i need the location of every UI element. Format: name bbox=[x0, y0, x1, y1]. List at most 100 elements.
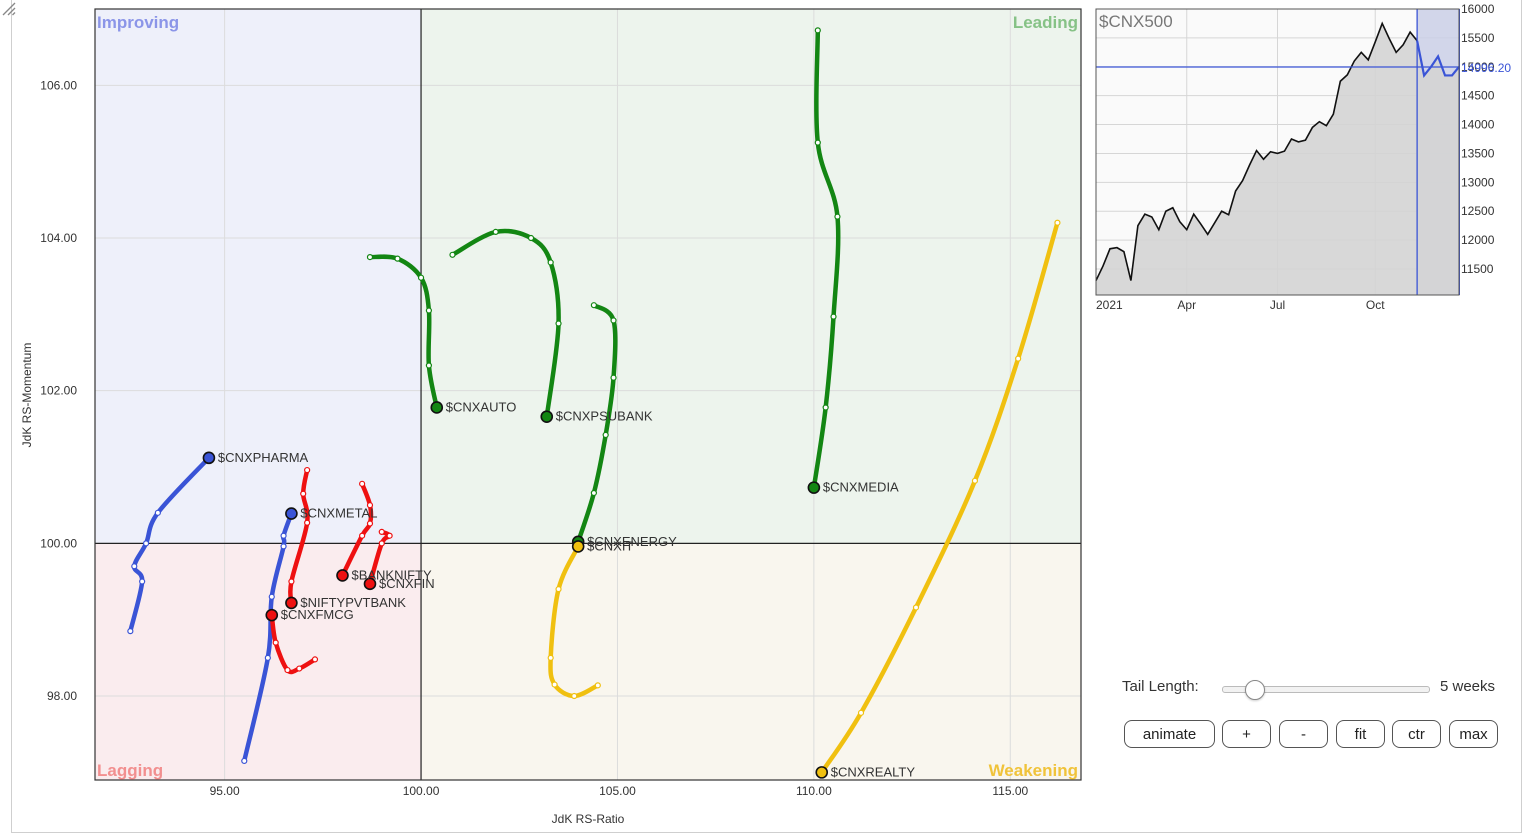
head-marker-niftypvtbank[interactable] bbox=[285, 596, 298, 610]
quadrant-label-improving: Improving bbox=[97, 13, 179, 32]
plot-border bbox=[94, 8, 1082, 781]
series-label-cnxrealty: $CNXREALTY bbox=[831, 764, 916, 779]
tail-point-cnxpsubank bbox=[492, 228, 499, 236]
tail-point-cnxmetal bbox=[280, 532, 287, 539]
mini-y-tick-label: 11500 bbox=[1461, 262, 1494, 276]
mini-y-tick-label: 12000 bbox=[1461, 233, 1495, 247]
tail-point-cnxpharma bbox=[142, 540, 150, 547]
series-label-cnxfin: $CNXFIN bbox=[379, 576, 435, 591]
tail-point-cnxfin bbox=[378, 540, 385, 547]
x-tick-label: 100.00 bbox=[403, 784, 440, 798]
tail-cnxmedia bbox=[811, 28, 841, 490]
tail-point-cnxfmcg bbox=[284, 666, 291, 674]
tail-point-cnxpharma bbox=[139, 578, 146, 585]
head-marker-cnxit[interactable] bbox=[571, 540, 585, 553]
y-tick-label: 102.00 bbox=[40, 384, 77, 398]
tail-point-cnxmedia bbox=[834, 213, 841, 220]
center-button[interactable]: ctr bbox=[1392, 720, 1441, 748]
series-label-cnxmetal: $CNXMETAL bbox=[300, 506, 377, 521]
mini-y-tick-label: 13000 bbox=[1461, 175, 1495, 189]
resize-grip-icon[interactable] bbox=[0, 0, 16, 16]
tail-length-slider-thumb[interactable] bbox=[1244, 680, 1265, 700]
tail-point-cnxenergy bbox=[590, 489, 597, 497]
tail-point-cnxenergy bbox=[590, 302, 597, 309]
head-marker-cnxfin[interactable] bbox=[363, 577, 377, 591]
y-tick-label: 104.00 bbox=[40, 231, 77, 245]
zoom-out-button[interactable]: - bbox=[1279, 720, 1328, 748]
tail-point-cnxit bbox=[571, 692, 578, 700]
tail-point-cnxmedia bbox=[822, 404, 829, 411]
series-label-cnxit: $CNXIT bbox=[587, 538, 633, 553]
tail-point-cnxenergy bbox=[610, 317, 617, 324]
mini-x-tick-label: Oct bbox=[1366, 298, 1385, 312]
tail-point-niftypvtbank bbox=[288, 578, 295, 585]
mini-y-tick-label: 15500 bbox=[1461, 31, 1495, 45]
tail-length-value: 5 weeks bbox=[1440, 678, 1496, 695]
tail-length-slider[interactable] bbox=[1222, 680, 1430, 700]
mini-chart-border bbox=[1095, 8, 1460, 296]
tail-point-cnxpharma bbox=[127, 628, 134, 635]
animate-button[interactable]: animate bbox=[1124, 720, 1215, 748]
tail-point-cnxmedia bbox=[830, 313, 837, 320]
mini-y-tick-label: 14500 bbox=[1461, 89, 1495, 103]
y-tick-label: 106.00 bbox=[40, 78, 77, 92]
mini-y-tick-label: 12500 bbox=[1461, 204, 1495, 218]
zoom-in-button[interactable]: + bbox=[1222, 720, 1271, 748]
tail-point-cnxrealty bbox=[912, 604, 920, 611]
mini-y-tick-label: 13500 bbox=[1461, 146, 1495, 160]
tail-point-cnxenergy bbox=[602, 431, 609, 439]
mini-chart-title: $CNX500 bbox=[1099, 12, 1173, 31]
series-label-niftypvtbank: $NIFTYPVTBANK bbox=[300, 595, 406, 610]
tail-point-banknifty bbox=[359, 480, 366, 487]
x-axis-label: JdK RS-Ratio bbox=[552, 812, 625, 826]
head-marker-cnxmedia[interactable] bbox=[807, 481, 821, 494]
tail-point-cnxrealty bbox=[857, 709, 865, 716]
mini-x-tick-label: 2021 bbox=[1096, 298, 1123, 312]
quadrant-label-weakening: Weakening bbox=[989, 761, 1078, 780]
tail-point-cnxpsubank bbox=[527, 234, 535, 242]
series-label-cnxfmcg: $CNXFMCG bbox=[281, 607, 354, 622]
tail-point-cnxit bbox=[594, 682, 601, 689]
head-marker-cnxmetal[interactable] bbox=[285, 507, 298, 520]
series-label-cnxmedia: $CNXMEDIA bbox=[823, 480, 899, 495]
tail-point-cnxpsubank bbox=[547, 259, 554, 266]
tail-point-cnxfmcg bbox=[272, 639, 279, 646]
quadrant-label-leading: Leading bbox=[1013, 13, 1078, 32]
mini-y-tick-label: 15000 bbox=[1461, 60, 1495, 74]
quadrant-weakening-bg bbox=[421, 543, 1081, 780]
max-button[interactable]: max bbox=[1449, 720, 1498, 748]
tail-point-banknifty bbox=[359, 532, 366, 539]
mini-current-value-label: 14996.20 bbox=[1461, 61, 1511, 75]
tail-point-cnxauto bbox=[394, 255, 401, 262]
tail-point-cnxpsubank bbox=[555, 320, 562, 327]
mini-x-tick-label: Jul bbox=[1270, 298, 1285, 312]
series-label-cnxpsubank: $CNXPSUBANK bbox=[556, 409, 653, 424]
tail-point-niftypvtbank bbox=[304, 519, 311, 526]
mini-price-line-recent bbox=[1416, 40, 1460, 78]
head-marker-cnxfmcg[interactable] bbox=[265, 608, 279, 622]
tail-point-cnxit bbox=[547, 654, 554, 661]
tail-point-cnxmetal bbox=[241, 757, 248, 765]
head-marker-cnxpsubank[interactable] bbox=[540, 410, 554, 423]
mini-area-fill bbox=[1096, 23, 1459, 295]
series-label-cnxpharma: $CNXPHARMA bbox=[218, 450, 309, 465]
series-label-cnxenergy: $CNXENERGY bbox=[587, 534, 677, 549]
fit-button[interactable]: fit bbox=[1336, 720, 1385, 748]
tail-point-cnxauto bbox=[417, 274, 425, 281]
tail-point-cnxauto bbox=[425, 307, 433, 314]
head-marker-cnxauto[interactable] bbox=[430, 401, 444, 414]
tail-point-niftypvtbank bbox=[300, 490, 307, 497]
tail-point-cnxmetal bbox=[280, 543, 287, 550]
mini-x-tick-label: Apr bbox=[1177, 298, 1196, 312]
tail-point-cnxmetal bbox=[268, 593, 275, 600]
tail-point-cnxit bbox=[555, 586, 562, 593]
y-axis-label: JdK RS-Momentum bbox=[20, 343, 34, 448]
tail-point-banknifty bbox=[366, 520, 374, 527]
head-marker-cnxrealty[interactable] bbox=[815, 766, 829, 779]
quadrant-label-lagging: Lagging bbox=[97, 761, 163, 780]
head-marker-cnxpharma[interactable] bbox=[202, 451, 216, 465]
head-marker-banknifty[interactable] bbox=[336, 569, 349, 582]
quadrant-leading-bg bbox=[421, 9, 1081, 544]
tail-point-cnxauto bbox=[425, 362, 433, 369]
